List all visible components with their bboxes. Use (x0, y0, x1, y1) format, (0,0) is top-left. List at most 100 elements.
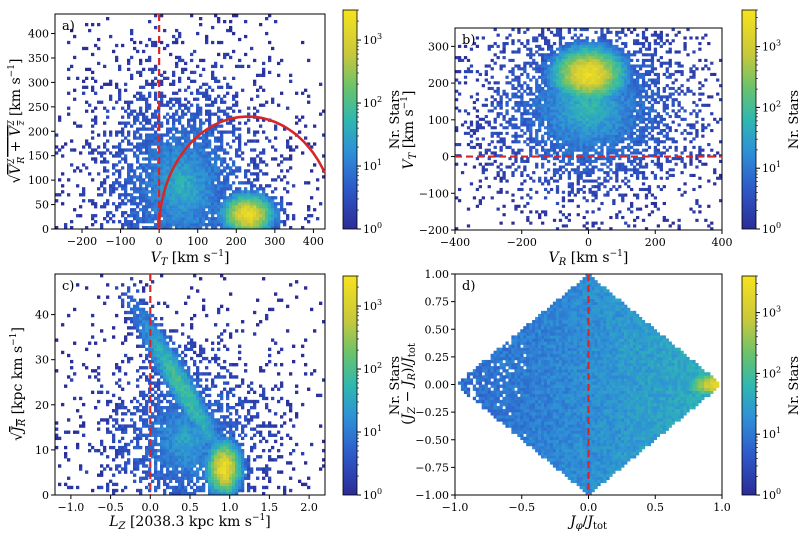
density-bin (635, 207, 640, 211)
density-bin (85, 67, 89, 72)
density-bin (130, 73, 134, 78)
density-bin (624, 72, 628, 76)
density-bin (82, 91, 86, 95)
density-bin (124, 427, 128, 431)
density-bin (526, 157, 530, 161)
density-bin (621, 89, 625, 93)
density-bin (653, 72, 658, 76)
density-bin (127, 61, 131, 66)
density-bin (166, 100, 170, 104)
density-bin (112, 418, 116, 422)
density-bin (124, 160, 128, 164)
density-bin (259, 85, 263, 89)
density-bin (175, 109, 179, 113)
density-bin (208, 109, 212, 113)
density-bin (130, 196, 134, 200)
density-bin (220, 163, 224, 167)
density-bin (145, 220, 149, 224)
density-bin (256, 154, 260, 158)
density-bin (160, 154, 164, 158)
density-bin (668, 86, 672, 91)
density-bin (659, 61, 663, 65)
density-bin (475, 187, 480, 192)
density-bin (579, 42, 583, 46)
density-bin (199, 112, 203, 116)
density-bin (235, 199, 239, 203)
density-bin (223, 220, 227, 224)
density-bin (103, 187, 107, 191)
density-bin (169, 145, 173, 149)
density-bin (268, 217, 272, 221)
density-bin (259, 184, 263, 188)
density-bin (88, 341, 92, 345)
density-bin (199, 181, 203, 185)
density-bin (546, 39, 551, 43)
density-bin (154, 94, 158, 98)
density-bin (630, 162, 634, 166)
density-bin (148, 133, 152, 137)
density-bin (199, 220, 203, 224)
density-bin (493, 145, 497, 149)
density-bin (630, 120, 634, 124)
density-bin (570, 47, 574, 51)
density-bin (160, 73, 164, 78)
density-bin (627, 120, 631, 124)
density-bin (549, 109, 554, 113)
density-bin (653, 151, 658, 155)
density-bin (169, 151, 173, 155)
density-bin (517, 50, 521, 54)
density-bin (253, 211, 257, 215)
density-bin (606, 145, 610, 149)
density-bin (220, 160, 224, 164)
density-bin (106, 402, 110, 407)
density-bin (121, 359, 125, 364)
density-bin (247, 130, 251, 134)
density-bin (615, 126, 619, 130)
density-bin (704, 103, 708, 107)
density-bin (624, 171, 628, 175)
density-bin (603, 78, 607, 82)
density-bin (627, 129, 631, 133)
density-bin (196, 145, 200, 149)
density-bin (523, 89, 527, 93)
density-bin (247, 205, 251, 209)
density-bin (653, 114, 658, 119)
density-bin (606, 61, 610, 65)
density-bin (280, 160, 284, 164)
density-bin (541, 182, 545, 186)
density-bin (567, 176, 571, 180)
density-bin (514, 151, 518, 155)
density-bin (205, 145, 209, 149)
density-bin (713, 117, 717, 121)
density-bin (606, 95, 610, 99)
density-bin (484, 98, 488, 102)
density-bin (644, 47, 649, 51)
density-bin (220, 184, 224, 188)
density-bin (561, 213, 566, 217)
density-bin (124, 412, 128, 416)
density-bin (223, 52, 227, 57)
density-bin (175, 190, 179, 194)
density-bin (546, 75, 551, 79)
density-bin (118, 470, 122, 474)
density-bin (624, 129, 628, 133)
density-bin (692, 126, 696, 130)
density-bin (202, 181, 206, 185)
density-bin (229, 157, 233, 161)
density-bin (88, 142, 92, 146)
density-bin (665, 106, 669, 110)
density-bin (487, 44, 491, 48)
density-bin (570, 187, 574, 192)
density-bin (511, 95, 515, 99)
density-bin (683, 148, 687, 152)
density-bin (638, 103, 643, 107)
density-bin (166, 43, 170, 48)
density-bin (286, 157, 290, 161)
density-bin (641, 89, 646, 93)
density-bin (624, 221, 628, 225)
density-bin (615, 168, 619, 172)
density-bin (208, 196, 212, 200)
density-bin (256, 217, 260, 221)
density-bin (214, 178, 218, 182)
density-bin (142, 94, 146, 98)
